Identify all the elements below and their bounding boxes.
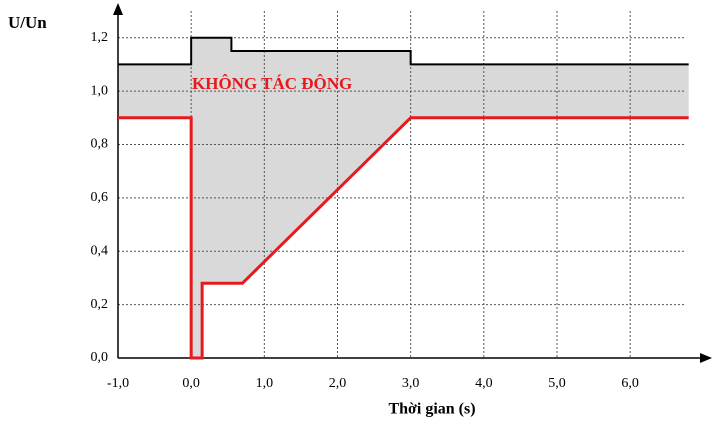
line — [118, 36, 689, 66]
x-tick-label: 5,0 — [548, 376, 566, 391]
x-tick-label: -1,0 — [107, 376, 129, 391]
x-tick-label: 6,0 — [621, 376, 639, 391]
y-tick-label: 1,0 — [91, 83, 109, 98]
y-tick-label: 0,2 — [91, 297, 109, 312]
y-axis-label: U/Un — [8, 13, 47, 32]
x-tick-label: 2,0 — [329, 376, 347, 391]
y-tick-label: 1,2 — [91, 30, 109, 45]
x-axis-label: Thời gian (s) — [388, 401, 475, 418]
x-axis-arrow — [700, 353, 712, 363]
x-tick-label: 3,0 — [402, 376, 420, 391]
y-tick-label: 0,4 — [91, 243, 109, 258]
x-tick-label: 1,0 — [256, 376, 274, 391]
line — [118, 116, 689, 360]
y-tick-label: 0,8 — [91, 137, 109, 152]
x-tick-label: 0,0 — [182, 376, 200, 391]
y-axis-arrow — [113, 3, 123, 15]
y-tick-label: 0,0 — [91, 350, 109, 365]
x-tick-label: 4,0 — [475, 376, 493, 391]
y-tick-label: 0,6 — [91, 190, 109, 205]
annotation: KHÔNG TÁC ĐỘNG — [192, 74, 352, 93]
